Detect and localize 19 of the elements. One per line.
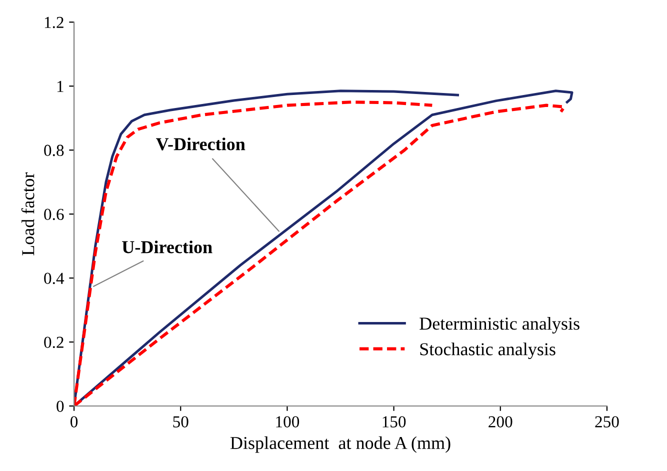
y-tick-label: 0 — [56, 400, 64, 412]
x-axis-title: Displacement at node A (mm) — [230, 436, 450, 453]
y-tick-label: 0.2 — [44, 336, 64, 348]
y-tick-label: 0.8 — [44, 144, 64, 156]
annotation: U-Direction — [122, 240, 212, 254]
x-tick-label: 100 — [276, 416, 300, 428]
y-tick-label: 1 — [57, 80, 64, 92]
y-tick-label: 0.4 — [44, 272, 64, 284]
annotation: V-Direction — [156, 138, 246, 150]
x-tick-label: 150 — [382, 416, 406, 428]
x-tick-label: 0 — [70, 416, 78, 428]
x-tick-label: 200 — [488, 416, 512, 428]
legend-label: Deterministic analysis — [420, 317, 580, 334]
y-tick-label: 0.6 — [44, 208, 64, 220]
y-axis-title: Load factor — [21, 172, 34, 256]
legend-label: Stochastic analysis — [420, 342, 556, 360]
x-tick-label: 250 — [595, 416, 619, 428]
x-tick-label: 50 — [173, 416, 188, 428]
y-tick-label: 1.2 — [44, 16, 64, 28]
